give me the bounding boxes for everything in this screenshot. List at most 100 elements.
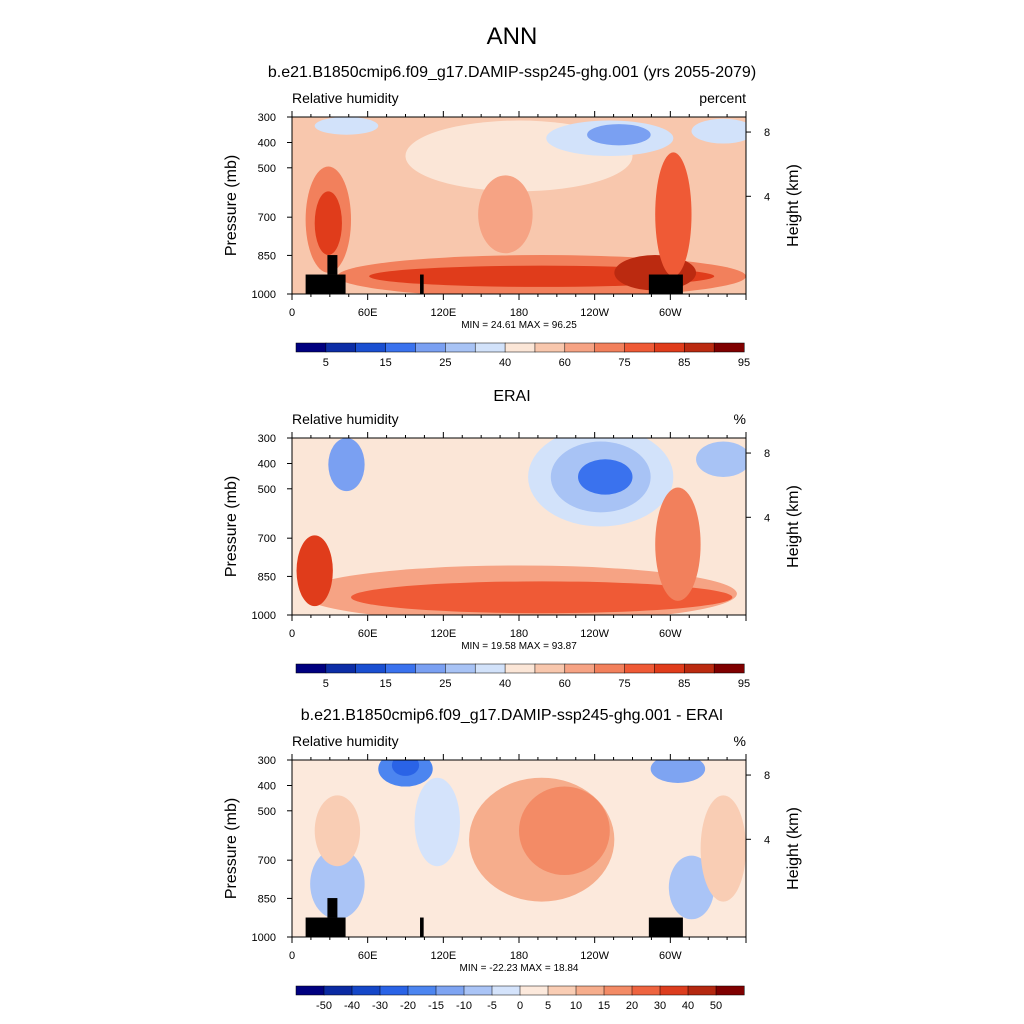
topography-mask (327, 255, 338, 275)
colorbar-swatch (504, 663, 536, 674)
x-tick-label: 120E (430, 950, 456, 962)
y-axis-label: Pressure (mb) (223, 798, 240, 899)
contour-region (519, 786, 610, 876)
colorbar-swatch (323, 985, 353, 996)
x-tick-label: 60W (659, 307, 682, 319)
y-tick-label: 400 (258, 137, 276, 149)
colorbar-swatch (385, 663, 417, 674)
x-tick-label: 60E (358, 628, 378, 640)
left-label: Relative humidity (292, 411, 399, 427)
colorbar-swatch (415, 342, 446, 353)
x-tick-label: 60E (358, 950, 378, 962)
colorbar-swatch (534, 663, 566, 674)
y-tick-label: 700 (258, 855, 276, 867)
colorbar-label: 30 (654, 1000, 666, 1012)
colorbar-label: 95 (738, 678, 750, 690)
colorbar-swatch (355, 342, 387, 353)
min-max-stats: MIN = -22.23 MAX = 18.84 (460, 963, 579, 974)
y-tick-label: 500 (258, 163, 276, 175)
contour-region (700, 795, 746, 902)
colorbar-label: 75 (618, 678, 630, 690)
panel-3: b.e21.B1850cmip6.f09_g17.DAMIP-ssp245-gh… (223, 707, 802, 1012)
y2-tick-label: 4 (764, 512, 770, 524)
colorbar-swatch (575, 985, 605, 996)
contour-region (310, 848, 365, 920)
colorbar-swatch (407, 985, 437, 996)
panel-title: b.e21.B1850cmip6.f09_g17.DAMIP-ssp245-gh… (301, 707, 723, 724)
colorbar-swatch (624, 663, 655, 674)
contour-region (587, 124, 651, 146)
right-label: percent (699, 90, 746, 106)
topography-mask (648, 917, 683, 937)
y-axis-label: Pressure (mb) (223, 155, 240, 256)
y2-tick-label: 8 (764, 448, 770, 460)
x-tick-label: 0 (289, 950, 295, 962)
colorbar-label: -5 (487, 1000, 497, 1012)
colorbar-label: 25 (439, 678, 451, 690)
colorbar-swatch (713, 663, 745, 674)
y2-axis-label: Height (km) (785, 807, 802, 890)
contour-field (292, 117, 746, 294)
colorbar-label: 5 (545, 1000, 551, 1012)
y-tick-label: 400 (258, 458, 276, 470)
colorbar-label: 75 (618, 357, 630, 369)
contour-region (650, 760, 706, 784)
colorbar-swatch (355, 663, 387, 674)
topography-mask (327, 898, 338, 918)
y2-tick-label: 4 (764, 191, 770, 203)
colorbar-swatch (445, 663, 476, 674)
colorbar: 5 15 25 40 60 75 85 95 (295, 663, 750, 690)
colorbar-swatch (295, 663, 327, 674)
colorbar-swatch (603, 985, 633, 996)
colorbar-swatch (295, 342, 327, 353)
colorbar-swatch (325, 342, 357, 353)
colorbar-swatch (325, 663, 357, 674)
y2-tick-label: 8 (764, 127, 770, 139)
contour-region (478, 175, 533, 254)
y-tick-label: 300 (258, 755, 276, 767)
contour-region (414, 777, 460, 867)
y-tick-label: 700 (258, 533, 276, 545)
y-tick-label: 300 (258, 112, 276, 124)
y-tick-label: 400 (258, 780, 276, 792)
y-tick-label: 1000 (252, 289, 276, 301)
right-label: % (734, 733, 746, 749)
contour-region (351, 581, 733, 614)
left-label: Relative humidity (292, 90, 399, 106)
right-label: % (734, 411, 746, 427)
y-tick-label: 850 (258, 571, 276, 583)
left-label: Relative humidity (292, 733, 399, 749)
y2-axis-label: Height (km) (785, 485, 802, 568)
colorbar-label: -10 (456, 1000, 472, 1012)
contour-region (296, 535, 333, 607)
y-tick-label: 500 (258, 806, 276, 818)
colorbar-swatch (624, 342, 655, 353)
x-tick-label: 120E (430, 628, 456, 640)
colorbar-swatch (715, 985, 745, 996)
y-tick-label: 850 (258, 893, 276, 905)
y2-axis-label: Height (km) (785, 164, 802, 247)
colorbar-swatch (684, 342, 715, 353)
colorbar: -50 -40 -30 -20 -15 -10 -5 0 5 10 15 20 30 40 50 (295, 985, 745, 1012)
colorbar-label: 95 (738, 357, 750, 369)
y-tick-label: 700 (258, 212, 276, 224)
min-max-stats: MIN = 24.61 MAX = 96.25 (461, 320, 577, 331)
y2-tick-label: 4 (764, 834, 770, 846)
colorbar-swatch (295, 985, 325, 996)
colorbar-swatch (463, 985, 493, 996)
topography-mask (648, 274, 683, 294)
colorbar-swatch (687, 985, 717, 996)
colorbar-swatch (445, 342, 476, 353)
colorbar-label: -30 (372, 1000, 388, 1012)
x-tick-label: 180 (510, 307, 528, 319)
colorbar-swatch (435, 985, 465, 996)
colorbar-label: 20 (626, 1000, 638, 1012)
colorbar-swatch (564, 663, 596, 674)
min-max-stats: MIN = 19.58 MAX = 93.87 (461, 641, 577, 652)
x-tick-label: 60E (358, 307, 378, 319)
colorbar-label: -20 (400, 1000, 416, 1012)
colorbar-swatch (564, 342, 596, 353)
colorbar-label: -15 (428, 1000, 444, 1012)
contour-region (655, 152, 692, 277)
